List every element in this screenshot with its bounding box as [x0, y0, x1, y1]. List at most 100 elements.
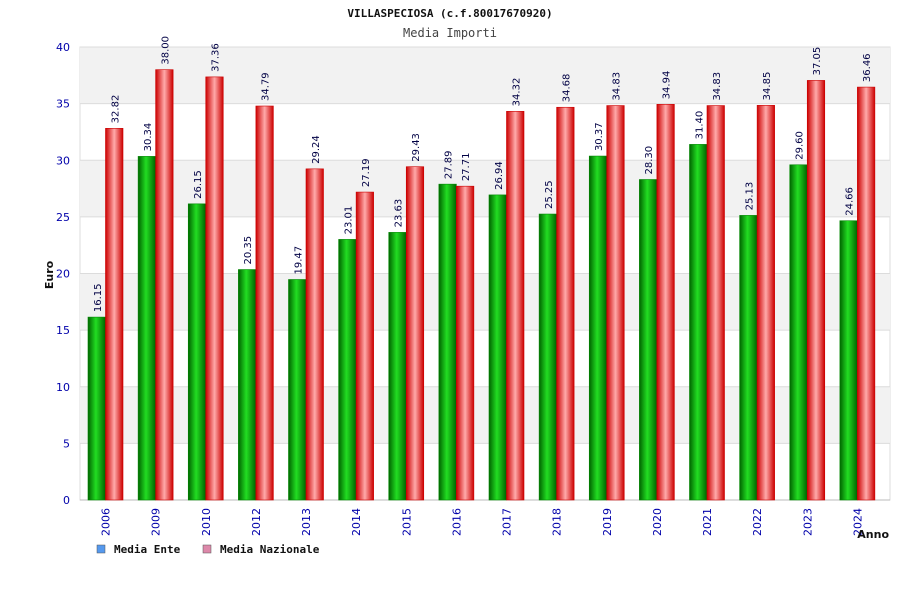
data-label: 26.94 [494, 161, 505, 190]
bar-media-nazionale-2006 [105, 128, 124, 501]
bar-media-nazionale-2022 [756, 105, 775, 501]
data-label: 34.79 [261, 72, 272, 101]
data-label: 20.35 [243, 236, 254, 265]
bar-media-ente-2012 [238, 269, 257, 501]
bar-media-nazionale-2021 [706, 105, 725, 501]
data-label: 30.34 [143, 123, 154, 152]
data-label: 23.63 [394, 199, 405, 228]
data-label: 37.36 [211, 43, 222, 72]
bar-media-ente-2006 [87, 316, 106, 501]
bar-media-ente-2020 [639, 179, 658, 501]
bar-media-nazionale-2020 [656, 104, 675, 501]
y-axis-ticks: 0 5 10 15 20 25 30 35 40 [56, 41, 70, 507]
bar-media-nazionale-2017 [506, 111, 525, 501]
bar-media-ente-2017 [488, 194, 507, 501]
x-axis-ticks: 2006 2009 2010 2012 2013 2014 2015 2016 2017 2018… [100, 508, 865, 536]
x-axis-label: Anno [857, 528, 889, 541]
data-label: 32.82 [110, 95, 121, 124]
legend-label: Media Nazionale [220, 543, 320, 556]
x-tick-label: 2010 [200, 508, 213, 536]
legend-swatch [202, 544, 212, 554]
y-tick-label: 25 [56, 211, 70, 224]
x-tick-label: 2023 [801, 508, 814, 536]
bar-media-nazionale-2018 [556, 106, 575, 501]
bar-media-nazionale-2012 [255, 105, 274, 501]
data-label: 23.01 [343, 206, 354, 235]
x-tick-label: 2021 [701, 508, 714, 536]
bar-media-ente-2024 [839, 220, 858, 501]
x-tick-label: 2022 [751, 508, 764, 536]
bar-media-ente-2022 [739, 215, 758, 501]
data-label: 24.66 [845, 187, 856, 216]
x-tick-label: 2024 [851, 508, 864, 536]
x-tick-label: 2009 [150, 508, 163, 536]
x-tick-label: 2015 [400, 508, 413, 536]
data-label: 29.43 [411, 133, 422, 162]
data-label: 30.37 [594, 122, 605, 151]
bars: 16.15 32.82 30.34 38.00 26.15 37.36 20.35 34.79… [87, 36, 876, 501]
bar-media-ente-2010 [187, 203, 207, 501]
x-tick-label: 2013 [300, 508, 313, 536]
bar-media-nazionale-2024 [857, 86, 876, 501]
bar-media-ente-2023 [789, 164, 808, 501]
x-tick-label: 2017 [501, 508, 514, 536]
data-label: 34.83 [712, 72, 723, 101]
data-label: 28.30 [644, 146, 655, 175]
data-label: 27.19 [361, 158, 372, 187]
data-label: 34.32 [511, 78, 522, 107]
data-label: 38.00 [160, 36, 171, 65]
legend-label: Media Ente [114, 543, 181, 556]
x-tick-label: 2019 [601, 508, 614, 536]
y-tick-label: 40 [56, 41, 70, 54]
data-label: 34.83 [612, 72, 623, 101]
bar-media-nazionale-2013 [305, 168, 324, 501]
data-label: 19.47 [293, 246, 304, 275]
y-axis-label: Euro [43, 260, 56, 289]
x-tick-label: 2020 [651, 508, 664, 536]
bar-media-nazionale-2009 [155, 69, 174, 501]
y-tick-label: 10 [56, 381, 70, 394]
bar-media-ente-2016 [438, 183, 457, 501]
y-tick-label: 20 [56, 268, 70, 281]
bar-media-nazionale-2023 [806, 80, 826, 501]
chart-subtitle: Media Importi [403, 26, 497, 40]
bar-media-ente-2013 [288, 279, 307, 501]
data-label: 16.15 [93, 283, 104, 312]
data-label: 36.46 [862, 53, 873, 82]
data-label: 25.25 [544, 180, 555, 209]
bar-media-ente-2015 [388, 232, 407, 501]
bar-media-ente-2021 [689, 144, 708, 501]
data-label: 26.15 [193, 170, 204, 199]
data-label: 29.60 [795, 131, 806, 160]
chart-title: VILLASPECIOSA (c.f.80017670920) [347, 7, 552, 20]
data-label: 34.85 [762, 72, 773, 101]
legend: Media Ente Media Nazionale [96, 543, 320, 556]
data-label: 25.13 [744, 182, 755, 211]
x-tick-label: 2018 [551, 508, 564, 536]
bar-media-nazionale-2015 [405, 166, 425, 501]
bar-media-ente-2019 [588, 155, 608, 501]
legend-swatch [96, 544, 106, 554]
bar-media-nazionale-2014 [355, 191, 374, 501]
data-label: 34.68 [561, 74, 572, 103]
y-tick-label: 30 [56, 154, 70, 167]
bar-media-ente-2009 [137, 156, 156, 501]
bar-media-ente-2014 [338, 239, 357, 501]
data-label: 29.24 [311, 135, 322, 164]
data-label: 37.05 [812, 47, 823, 76]
y-tick-label: 0 [63, 494, 70, 507]
data-label: 34.94 [662, 71, 673, 100]
y-tick-label: 5 [63, 437, 70, 450]
x-tick-label: 2016 [450, 508, 463, 536]
x-tick-label: 2012 [250, 508, 263, 536]
x-tick-label: 2006 [100, 508, 113, 536]
bar-media-ente-2018 [538, 213, 557, 501]
data-label: 27.71 [461, 153, 472, 182]
data-label: 31.40 [694, 111, 705, 140]
data-label: 27.89 [444, 151, 455, 180]
bar-media-nazionale-2010 [205, 76, 224, 501]
bar-media-nazionale-2016 [456, 185, 475, 501]
y-tick-label: 15 [56, 324, 70, 337]
y-tick-label: 35 [56, 98, 70, 111]
